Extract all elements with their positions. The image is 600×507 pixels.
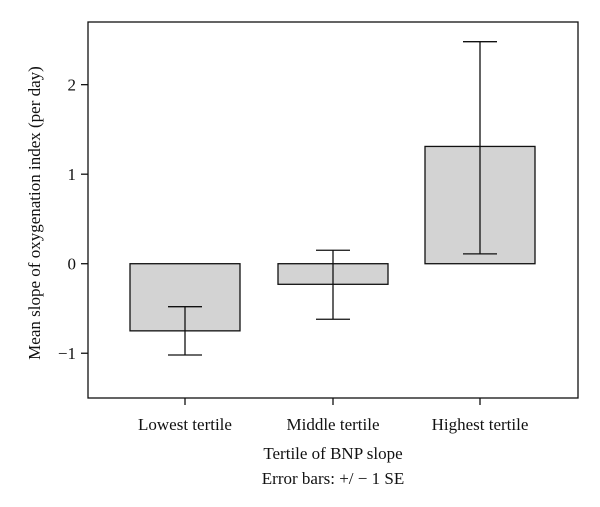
x-axis: Lowest tertile Middle tertile Highest tert… — [138, 398, 528, 434]
y-tick-label: 1 — [68, 165, 77, 184]
x-axis-subtitle: Error bars: +/ − 1 SE — [262, 469, 404, 488]
y-tick-label: 0 — [68, 255, 77, 274]
x-tick-label: Highest tertile — [432, 415, 529, 434]
y-axis: −1 0 1 2 — [58, 76, 88, 363]
error-bars-layer — [168, 41, 497, 356]
x-tick-label: Middle tertile — [286, 415, 379, 434]
y-tick-label: −1 — [58, 344, 76, 363]
y-axis-title: Mean slope of oxygenation index (per day… — [25, 66, 44, 360]
x-axis-title: Tertile of BNP slope — [263, 444, 402, 463]
x-tick-label: Lowest tertile — [138, 415, 232, 434]
y-tick-label: 2 — [68, 76, 77, 95]
